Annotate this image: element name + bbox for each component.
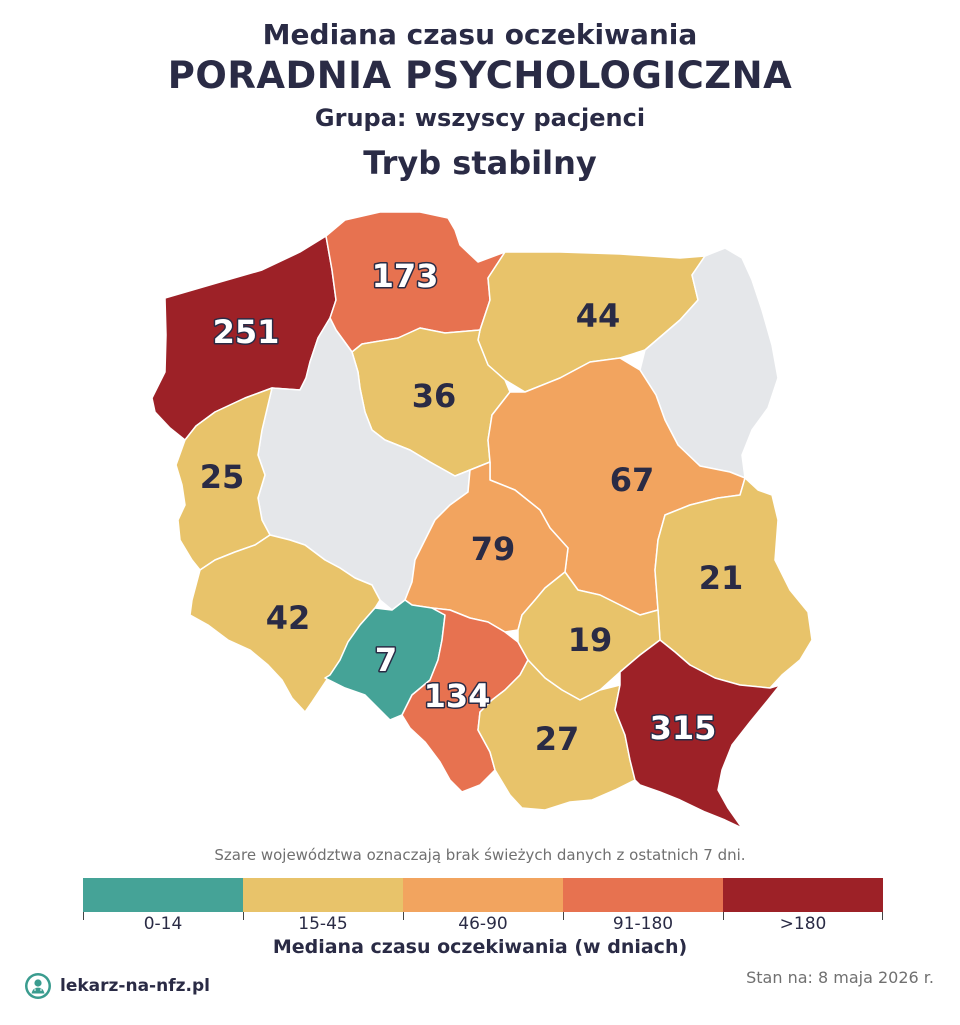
poland-map: 251 173 44 36 25 67 79 21 42 7 134 19 27… (151, 211, 813, 829)
value-label-dolnoslaskie: 42 (266, 599, 311, 637)
legend-title: Mediana czasu oczekiwania (w dniach) (272, 936, 688, 958)
value-label-lubelskie: 21 (699, 559, 744, 597)
legend-swatch-15-45 (243, 878, 403, 912)
value-label-zachodniopomorskie: 251 (213, 313, 280, 351)
chart-title-main: PORADNIA PSYCHOLOGICZNA (167, 54, 793, 97)
no-data-note: Szare województwa oznaczają brak świeżyc… (214, 846, 746, 864)
value-label-pomorskie: 173 (372, 257, 439, 295)
value-label-lubuskie: 25 (200, 458, 245, 496)
legend-swatch-0-14 (83, 878, 243, 912)
value-label-swietokrzyskie: 19 (568, 621, 613, 659)
chart-subtitle-group: Grupa: wszyscy pacjenci (314, 104, 646, 132)
legend-color-bar (83, 878, 883, 912)
value-label-podkarpackie: 315 (650, 709, 717, 747)
value-label-kujawsko-pomorskie: 36 (412, 377, 457, 415)
legend-label-91-180: 91-180 (612, 914, 674, 934)
legend-ticks (83, 912, 883, 920)
value-label-opolskie: 7 (375, 641, 397, 679)
value-label-mazowieckie: 67 (610, 461, 655, 499)
region-podkarpackie[interactable] (614, 639, 781, 829)
legend-tick (83, 912, 84, 920)
value-label-lodzkie: 79 (471, 530, 516, 568)
legend-tick (723, 912, 724, 920)
legend-labels: 0-14 15-45 46-90 91-180 >180 (83, 914, 883, 934)
legend-label-46-90: 46-90 (458, 914, 508, 934)
value-label-warminsko-mazurskie: 44 (576, 297, 621, 335)
legend-tick (403, 912, 404, 920)
region-malopolskie[interactable] (477, 659, 636, 811)
legend-label-15-45: 15-45 (298, 914, 348, 934)
legend-tick (243, 912, 244, 920)
doctor-icon (25, 973, 51, 999)
brand-logo[interactable]: lekarz-na-nfz.pl (24, 972, 210, 1000)
brand-name: lekarz-na-nfz.pl (60, 976, 210, 996)
value-label-malopolskie: 27 (535, 720, 580, 758)
legend-label-0-14: 0-14 (143, 914, 183, 934)
data-date: Stan na: 8 maja 2026 r. (746, 968, 934, 987)
legend-tick (882, 912, 883, 920)
legend-swatch-91-180 (563, 878, 723, 912)
region-value-labels: 251 173 44 36 25 67 79 21 42 7 134 19 27… (200, 256, 744, 759)
legend-tick (563, 912, 564, 920)
value-label-slaskie: 134 (424, 677, 491, 715)
legend-swatch-180-plus (723, 878, 883, 912)
chart-subtitle-mode: Tryb stabilny (363, 144, 597, 182)
legend-swatch-46-90 (403, 878, 563, 912)
chart-title-line1: Mediana czasu oczekiwania (262, 18, 698, 51)
legend-label-180-plus: >180 (779, 914, 827, 934)
